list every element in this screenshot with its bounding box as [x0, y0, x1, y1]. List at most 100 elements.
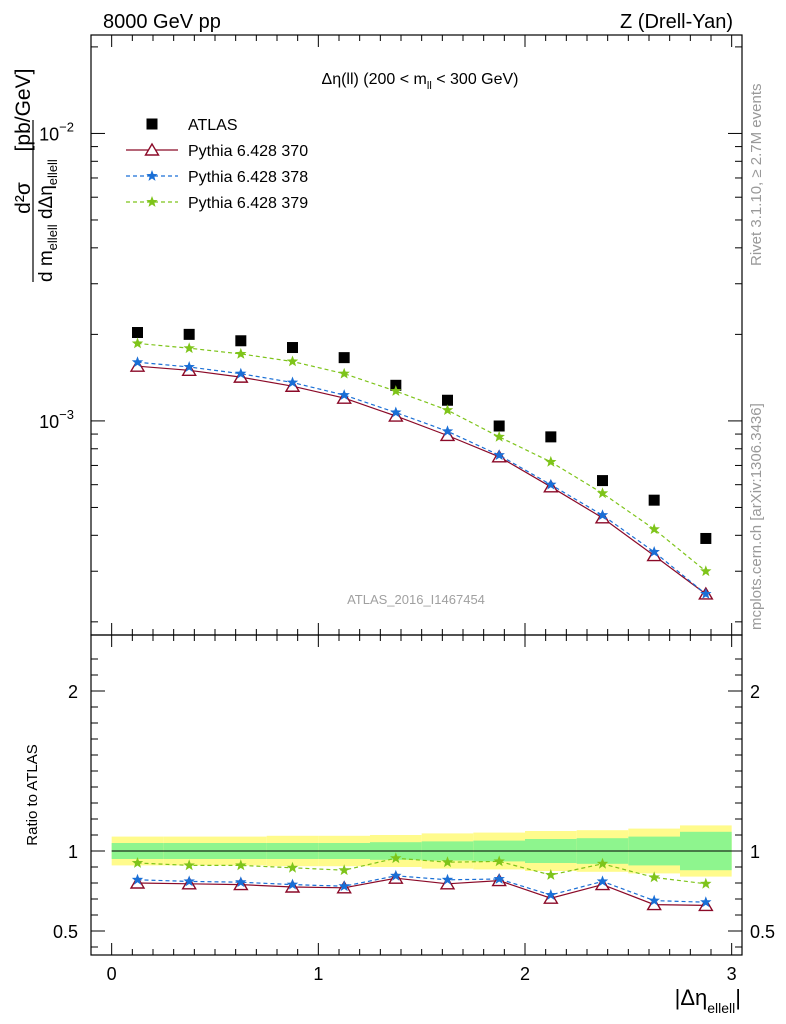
- x-tick-label: 0: [107, 964, 117, 984]
- ratio-point: [493, 873, 505, 884]
- legend-marker: [144, 142, 160, 156]
- y-tick-exp: −3: [59, 407, 74, 422]
- ratio-ylabel: Ratio to ATLAS: [24, 744, 41, 845]
- header-right: Z (Drell-Yan): [620, 11, 733, 33]
- data-point: [648, 546, 660, 557]
- data-point: [235, 347, 247, 359]
- ratio-point: [441, 856, 454, 868]
- series-pythia-6-428-370: [129, 358, 714, 600]
- ratio-point: [543, 890, 559, 904]
- ratio-panel: 0.5 0.5 1 1 2 2 Ratio to ATLAS: [24, 634, 775, 956]
- y-axis-label: d²σ d mellell dΔηellell [pb/GeV]: [12, 69, 60, 282]
- data-point: [131, 337, 144, 349]
- ratio-point: [648, 871, 660, 883]
- ratio-point: [700, 896, 712, 908]
- ratio-point: [338, 864, 350, 876]
- ratio-point: [183, 859, 195, 871]
- ratio-line: [137, 875, 706, 903]
- data-point: [700, 588, 712, 599]
- data-point: [390, 385, 402, 396]
- ratio-point: [441, 873, 454, 885]
- ratio-tick-labels: 0.5 0.5 1 1 2 2: [53, 682, 775, 942]
- ylabel-den: d mellell dΔηellell: [36, 159, 60, 282]
- data-point: [545, 478, 557, 490]
- data-point: [286, 355, 299, 367]
- x-tick-label: 1: [313, 964, 323, 984]
- x-axis-label: |Δηellell|: [675, 985, 741, 1016]
- rivet-label: Rivet 3.1.10, ≥ 2.7M events: [748, 84, 765, 267]
- ratio-tick-label-right: 2: [750, 682, 760, 702]
- x-tick-label: 2: [520, 964, 530, 984]
- ratio-point: [493, 855, 505, 867]
- ratio-point: [129, 875, 146, 889]
- series-atlas: [132, 327, 712, 544]
- ratio-frame: [90, 634, 743, 956]
- data-point: [596, 509, 609, 520]
- ratio-point: [698, 898, 714, 912]
- ratio-tick-label: 1: [68, 842, 78, 862]
- data-point: [648, 523, 660, 535]
- y-tick-labels: 10 −2 10−3: [39, 119, 74, 431]
- ylabel-den-sub1: ellell: [45, 224, 60, 250]
- ratio-line: [137, 857, 706, 885]
- mcplots-label: mcplots.cern.ch [arXiv:1306.3436]: [748, 403, 765, 630]
- ratio-point: [235, 876, 247, 888]
- ratio-series-pythia-6-428-378: [131, 869, 712, 908]
- data-point: [129, 358, 146, 372]
- data-point: [338, 352, 350, 364]
- ratio-point: [596, 875, 609, 887]
- ratio-point: [648, 894, 660, 906]
- ylabel-unit: [pb/GeV]: [12, 69, 35, 152]
- ratio-point: [700, 877, 712, 889]
- data-point: [545, 455, 557, 467]
- x-tick-labels: 0 1 2 3: [107, 964, 737, 984]
- data-point: [493, 449, 505, 460]
- data-point: [183, 342, 195, 354]
- ratio-tick-label-right: 0.5: [750, 922, 775, 942]
- legend-label: Pythia 6.428 370: [188, 143, 308, 160]
- ratio-series-pythia-6-428-370: [129, 870, 714, 912]
- series-line: [137, 365, 707, 595]
- ratio-point: [286, 878, 299, 890]
- ratio-point: [439, 876, 456, 890]
- title-sub: ll: [427, 80, 432, 92]
- legend-marker: [146, 170, 158, 181]
- y-tick-label: 10−3: [39, 407, 74, 432]
- legend-label: Pythia 6.428 379: [188, 195, 308, 212]
- data-point: [390, 406, 402, 418]
- main-ticks: [90, 35, 742, 635]
- ylabel-den-sub2: ellell: [45, 159, 60, 185]
- data-point: [235, 367, 247, 379]
- data-point: [597, 475, 608, 487]
- y-tick-base: 10: [39, 412, 59, 432]
- ratio-point: [131, 857, 144, 868]
- main-series: [129, 327, 714, 600]
- series-pythia-6-428-379: [131, 337, 712, 577]
- data-point: [336, 390, 352, 404]
- ratio-point: [338, 880, 350, 892]
- data-point: [545, 431, 557, 443]
- ratio-point: [131, 873, 144, 885]
- data-point: [493, 430, 505, 442]
- ratio-tick-label: 0.5: [53, 922, 78, 942]
- series-pythia-6-428-378: [131, 356, 712, 599]
- ratio-point: [545, 889, 557, 900]
- ylabel-den-pre: d m: [36, 250, 57, 282]
- data-point: [338, 389, 350, 400]
- data-point: [284, 378, 301, 392]
- data-point: [132, 327, 143, 339]
- xlabel-main: |Δη: [675, 985, 708, 1010]
- y-tick-exp: −2: [59, 119, 74, 134]
- ratio-line: [137, 877, 706, 906]
- title-pre: Δη(ll) (200 < m: [322, 71, 427, 88]
- xlabel-post: |: [735, 985, 741, 1010]
- ratio-point: [545, 869, 557, 880]
- data-point: [441, 404, 454, 415]
- ratio-tick-label: 2: [68, 682, 78, 702]
- legend-label: Pythia 6.428 378: [188, 169, 308, 186]
- legend-marker: [146, 196, 158, 207]
- data-point: [183, 328, 195, 340]
- data-point: [235, 335, 247, 347]
- data-point: [441, 425, 454, 437]
